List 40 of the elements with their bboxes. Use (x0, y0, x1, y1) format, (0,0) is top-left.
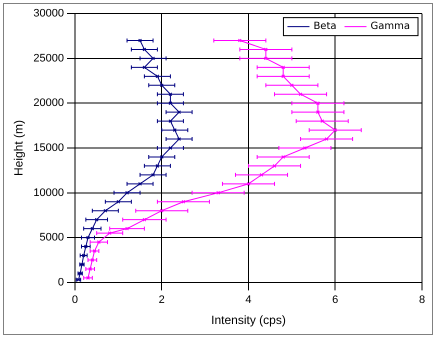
x-tick-label: 6 (332, 294, 338, 306)
point (246, 182, 250, 186)
point (281, 74, 286, 78)
point (168, 119, 172, 124)
point (82, 254, 86, 258)
legend-label: Gamma (370, 21, 410, 32)
point (320, 119, 324, 124)
y-tick-label: 20000 (33, 97, 64, 110)
point (333, 128, 338, 132)
x-axis-title: Intensity (cps) (211, 313, 286, 328)
point (216, 190, 220, 195)
y-tick-label: 10000 (33, 186, 64, 199)
point (142, 48, 146, 52)
point (116, 200, 120, 204)
point (168, 92, 172, 96)
point (125, 226, 129, 231)
point (108, 231, 112, 236)
point (151, 172, 155, 177)
y-tick-label: 5000 (40, 232, 64, 244)
point (94, 218, 99, 222)
point (290, 83, 294, 88)
x-tick-label: 0 (72, 294, 78, 306)
point (155, 164, 160, 168)
point (172, 128, 177, 132)
y-tick-label: 0 (58, 276, 64, 288)
y-tick-label: 25000 (33, 52, 64, 64)
point (160, 83, 164, 88)
y-tick-label: 30000 (33, 8, 64, 20)
y-axis-title: Height (m) (12, 120, 26, 176)
point (281, 65, 286, 70)
point (90, 226, 94, 231)
x-tick-label: 8 (418, 294, 426, 306)
point (182, 200, 186, 204)
legend-label: Beta (313, 21, 337, 32)
y-tick-label: 15000 (33, 142, 64, 154)
point (103, 208, 108, 213)
point (316, 101, 320, 106)
point (160, 208, 164, 213)
x-tick-label: 4 (245, 294, 252, 306)
x-tick-label: 2 (158, 294, 165, 306)
